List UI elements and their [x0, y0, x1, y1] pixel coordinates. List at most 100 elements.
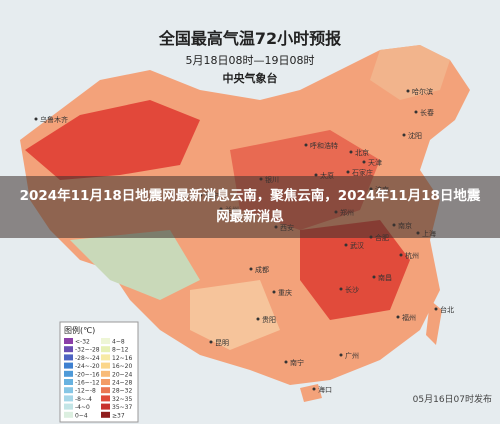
city-label: 哈尔滨 [412, 87, 433, 96]
legend-swatch [64, 354, 73, 361]
city-label: 北京 [355, 148, 369, 157]
legend-label: -32~-28 [75, 347, 100, 354]
legend-swatch [101, 411, 110, 418]
city-label: 福州 [402, 313, 416, 322]
city-dot [396, 315, 400, 319]
legend-label: 24~28 [112, 380, 132, 387]
legend-label: 8~12 [112, 347, 129, 354]
legend-label: -4~0 [75, 404, 90, 411]
city-label: 海口 [318, 385, 332, 394]
city-label: 杭州 [405, 251, 419, 260]
legend-label: -8~-4 [75, 396, 92, 403]
legend-swatch [101, 395, 110, 402]
legend-swatch [64, 370, 73, 377]
map-subtitle: 5月18日08时—19日08时 [186, 54, 315, 67]
city-dot [284, 360, 288, 364]
city-dot [399, 253, 403, 257]
banner: 2024年11月18日地震网最新消息云南，聚焦云南，2024年11月18日地震网… [0, 176, 500, 238]
city-dot [406, 89, 410, 93]
city-dot [314, 173, 318, 177]
legend-title: 图例(℃) [64, 325, 95, 335]
city-label: 广州 [345, 351, 359, 360]
legend-swatch [101, 387, 110, 394]
legend-label: 32~35 [112, 396, 132, 403]
legend-swatch [64, 395, 73, 402]
city-label: 南昌 [378, 273, 392, 282]
heat-zone [25, 100, 200, 180]
city-dot [414, 110, 418, 114]
legend-swatch [64, 346, 73, 353]
legend-label: -24~-20 [75, 363, 100, 370]
city-label: 台北 [440, 305, 454, 314]
legend-swatch [64, 387, 73, 394]
city-label: 呼和浩特 [310, 141, 338, 150]
city-dot [272, 290, 276, 294]
legend-label: -20~-16 [75, 371, 100, 378]
legend-label: 20~24 [112, 371, 132, 378]
cool-zone [70, 230, 200, 300]
city-label: 重庆 [278, 288, 292, 297]
warm-zone [190, 280, 280, 350]
legend-swatch [101, 354, 110, 361]
legend-label: 0~4 [75, 412, 88, 419]
city-dot [362, 160, 366, 164]
city-label: 石家庄 [352, 168, 373, 177]
map-title: 全国最高气温72小时预报 [158, 29, 341, 48]
island [426, 300, 442, 345]
city-label: 天津 [368, 159, 382, 167]
city-dot [249, 267, 253, 271]
city-label: 南宁 [290, 358, 304, 367]
city-dot [346, 170, 350, 174]
legend: <-32-32~-28-28~-24-24~-20-20~-16-16~-12-… [64, 338, 132, 419]
legend-label: 12~16 [112, 355, 132, 362]
city-label: 武汉 [350, 241, 364, 250]
legend-label: -12~-8 [75, 388, 96, 395]
city-dot [339, 287, 343, 291]
city-dot [402, 133, 406, 137]
legend-swatch [101, 362, 110, 369]
city-label: 长沙 [345, 285, 359, 294]
city-label: 太原 [320, 171, 334, 180]
city-dot [344, 243, 348, 247]
warm-zone [370, 45, 450, 100]
legend-swatch [101, 338, 110, 344]
legend-swatch [64, 411, 73, 418]
city-label: 成都 [255, 265, 269, 274]
legend-label: ≥37 [112, 412, 125, 419]
city-dot [34, 117, 38, 121]
legend-label: 35~37 [112, 404, 132, 411]
legend-label: <-32 [75, 339, 90, 346]
legend-swatch [101, 346, 110, 353]
legend-label: -16~-12 [75, 380, 100, 387]
legend-swatch [64, 403, 73, 410]
heat-zone [300, 220, 410, 320]
map-source: 中央气象台 [223, 71, 278, 85]
legend-swatch [64, 379, 73, 385]
city-label: 乌鲁木齐 [40, 115, 68, 124]
legend-label: -28~-24 [75, 355, 100, 362]
legend-swatch [64, 362, 73, 369]
city-dot [349, 150, 353, 154]
city-dot [256, 317, 260, 321]
legend-swatch [64, 338, 73, 344]
legend-label: 28~32 [112, 388, 132, 395]
city-label: 沈阳 [408, 131, 422, 140]
issued: 05月16日07时发布 [413, 393, 492, 405]
city-label: 长春 [420, 108, 434, 117]
legend-swatch [101, 370, 110, 377]
city-label: 昆明 [215, 339, 229, 347]
city-dot [339, 353, 343, 357]
legend-swatch [101, 403, 110, 410]
city-dot [434, 307, 438, 311]
legend-label: 4~8 [112, 339, 125, 346]
island [300, 384, 322, 402]
city-label: 贵阳 [262, 315, 276, 324]
city-dot [304, 143, 308, 147]
headline: 2024年11月18日地震网最新消息云南，聚焦云南，2024年11月18日地震网… [19, 188, 481, 225]
city-dot [372, 275, 376, 279]
city-dot [209, 340, 213, 344]
legend-label: 16~20 [112, 363, 132, 370]
city-dot [312, 387, 316, 391]
legend-swatch [101, 379, 110, 385]
